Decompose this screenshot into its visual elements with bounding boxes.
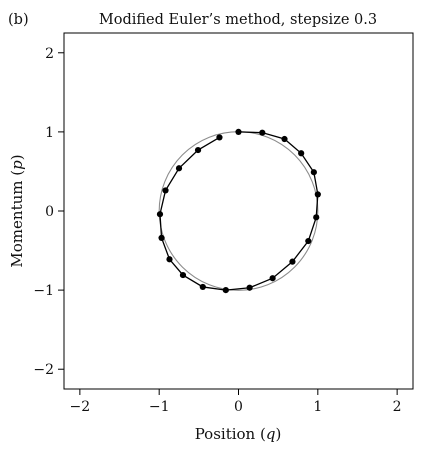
plot-frame — [63, 32, 414, 390]
data-point — [246, 284, 253, 291]
data-point — [158, 234, 165, 241]
data-point — [194, 146, 202, 154]
x-tick-label: 0 — [234, 399, 243, 415]
x-tick-label: −2 — [70, 399, 91, 415]
data-point — [298, 150, 305, 157]
y-axis-label-symbol: p — [8, 160, 26, 170]
data-point — [179, 271, 187, 279]
chart-title: Modified Euler’s method, stepsize 0.3 — [99, 12, 377, 28]
trajectory-points — [156, 128, 321, 294]
y-axis-label: Momentum (p) — [8, 154, 26, 267]
data-point — [281, 135, 288, 143]
x-axis-ticks: −2 −1 0 1 2 — [70, 389, 402, 415]
data-point — [222, 287, 229, 294]
data-point — [235, 128, 242, 135]
x-tick-label: −1 — [149, 399, 170, 415]
data-point — [314, 191, 321, 198]
data-point — [216, 134, 223, 141]
y-tick-label: 2 — [45, 46, 54, 62]
y-tick-label: 1 — [45, 125, 54, 141]
data-point — [199, 283, 206, 291]
reference-circle — [158, 131, 319, 291]
data-point — [289, 258, 296, 265]
data-point — [310, 169, 317, 176]
y-tick-label: −2 — [33, 362, 54, 378]
data-point — [162, 187, 169, 194]
x-tick-label: 1 — [313, 399, 322, 415]
y-axis-ticks: −2 −1 0 1 2 — [33, 46, 64, 378]
data-point — [305, 237, 312, 245]
x-axis-label-text: Position — [195, 425, 256, 443]
x-tick-label: 2 — [393, 399, 402, 415]
data-point — [259, 129, 266, 136]
y-axis-label-text: Momentum — [8, 181, 26, 268]
data-point — [166, 256, 173, 263]
data-point — [313, 214, 320, 221]
panel-label: (b) — [8, 12, 29, 28]
data-point — [269, 275, 276, 282]
data-point — [175, 165, 183, 172]
y-tick-label: 0 — [45, 204, 54, 220]
x-axis-label-symbol: q — [266, 425, 276, 443]
data-point — [156, 211, 164, 218]
trajectory-line — [159, 131, 319, 291]
y-tick-label: −1 — [33, 283, 54, 299]
x-axis-label: Position (q) — [195, 425, 282, 443]
